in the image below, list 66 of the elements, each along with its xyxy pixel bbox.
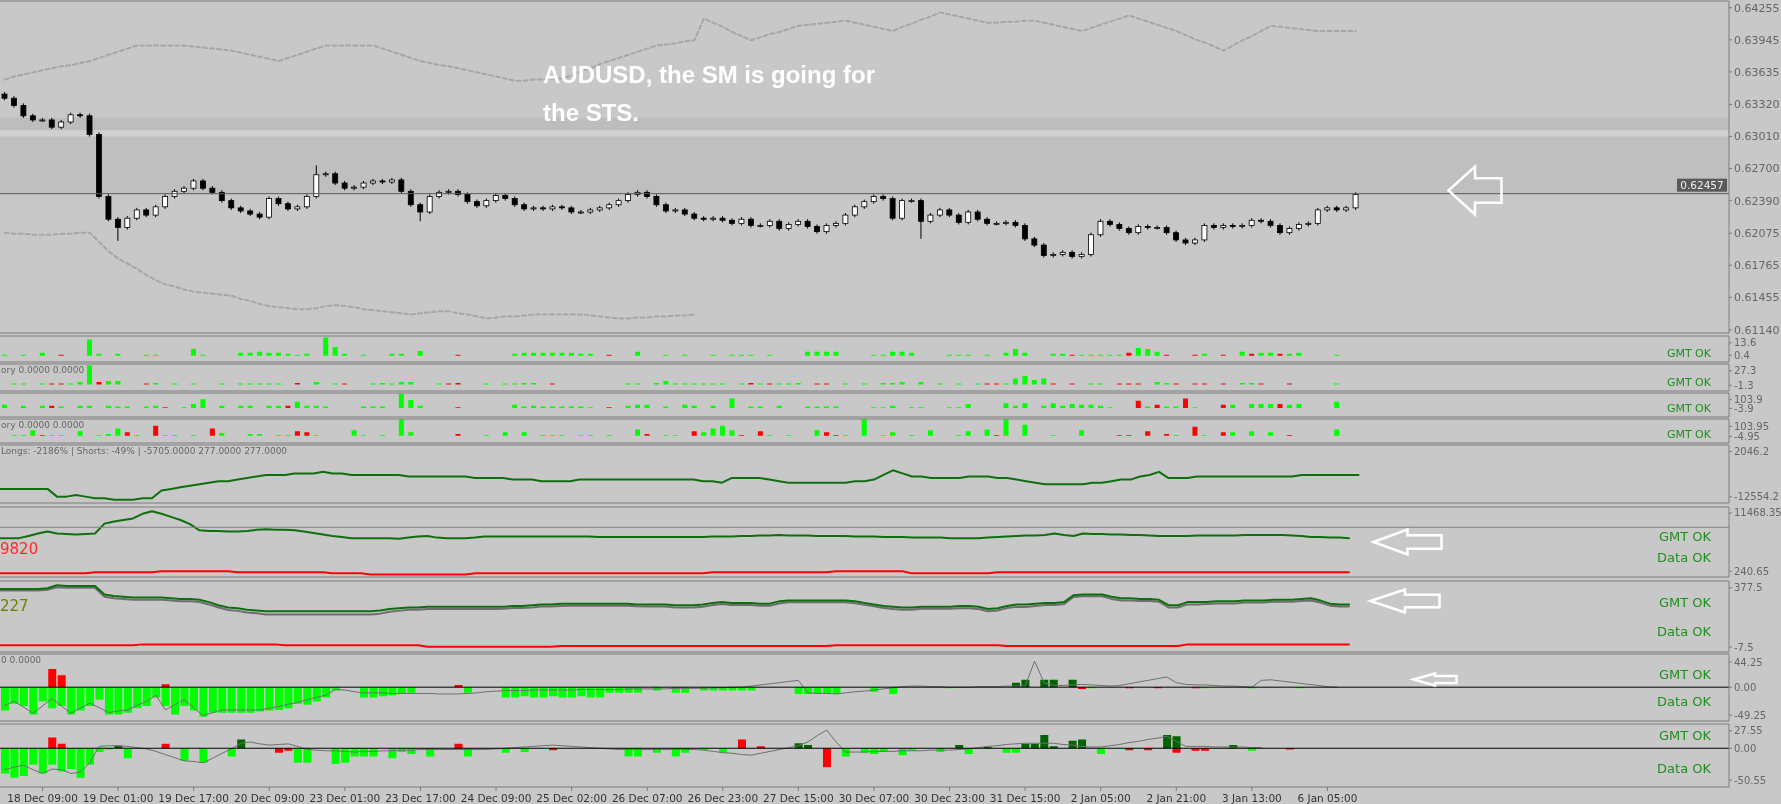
annotation: GMT OK <box>1658 667 1711 683</box>
annotation: GMT OK <box>1666 428 1711 442</box>
x-tick-label: 24 Dec 09:00 <box>460 792 532 804</box>
x-tick-label: 19 Dec 01:00 <box>82 792 154 804</box>
y-tick-label: 0.63635 <box>1734 65 1780 79</box>
x-tick-label: 23 Dec 01:00 <box>309 792 381 804</box>
y-tick-label: 0.4 <box>1734 349 1750 361</box>
y-tick-label: -4.95 <box>1734 430 1760 442</box>
x-tick-label: 27 Dec 15:00 <box>763 792 834 804</box>
annotation: 9820 <box>0 540 39 559</box>
x-tick-label: 3 Jan 13:00 <box>1221 792 1282 804</box>
x-tick-label: 30 Dec 07:00 <box>838 792 910 804</box>
x-tick-label: 2 Jan 05:00 <box>1070 792 1131 804</box>
y-tick-label: 0.63320 <box>1734 98 1780 112</box>
y-tick-label: 0.61455 <box>1734 291 1780 305</box>
x-tick-label: 25 Dec 02:00 <box>536 792 607 804</box>
annotation: GMT OK <box>1658 595 1711 611</box>
y-tick-label: 11468.35 <box>1734 507 1781 519</box>
annotation: ory 0.0000 0.0000 <box>1 420 85 431</box>
y-tick-label: 0.61765 <box>1734 259 1780 273</box>
annotation: Data OK <box>1657 761 1711 777</box>
annotation: GMT OK <box>1658 728 1711 744</box>
annotation: ory 0.0000 0.0000 <box>1 365 85 376</box>
y-tick-label: -7.5 <box>1734 641 1754 653</box>
annotation: Longs: -2186% | Shorts: -49% | -5705.0000 277.0000 277.0000 <box>1 446 288 457</box>
y-tick-label: 2046.2 <box>1734 446 1769 458</box>
y-tick-label: 0.62390 <box>1734 194 1780 208</box>
y-tick-label: 0.00 <box>1734 681 1757 693</box>
x-tick-label: 2 Jan 21:00 <box>1146 792 1207 804</box>
y-tick-label: 0.62075 <box>1734 227 1780 241</box>
y-tick-label: 0.64255 <box>1734 1 1780 15</box>
y-tick-label: 27.3 <box>1734 365 1757 377</box>
ref-line-label: 0.62457 <box>1680 178 1724 191</box>
x-tick-label: 26 Dec 07:00 <box>611 792 683 804</box>
y-tick-label: 27.55 <box>1734 725 1763 737</box>
x-tick-label: 31 Dec 15:00 <box>989 792 1061 804</box>
y-tick-label: 44.25 <box>1734 656 1763 668</box>
x-tick-label: 26 Dec 23:00 <box>687 792 759 804</box>
y-tick-label: 0.63945 <box>1734 33 1780 47</box>
annotation: Data OK <box>1657 550 1711 566</box>
annotation: GMT OK <box>1658 529 1711 545</box>
annotation: 0 0.0000 <box>1 655 42 666</box>
y-tick-label: 0.63010 <box>1734 130 1780 144</box>
annotation: Data OK <box>1657 624 1711 640</box>
y-tick-label: -12554.2 <box>1734 491 1779 503</box>
y-tick-label: -49.25 <box>1734 709 1767 721</box>
x-tick-label: 30 Dec 23:00 <box>914 792 985 804</box>
annotation: GMT OK <box>1666 402 1711 416</box>
annotation: Data OK <box>1657 694 1711 710</box>
x-tick-label: 6 Jan 05:00 <box>1297 792 1358 804</box>
y-tick-label: 0.61140 <box>1734 323 1780 337</box>
x-tick-label: 18 Dec 09:00 <box>7 792 78 804</box>
x-tick-label: 19 Dec 17:00 <box>158 792 229 804</box>
annotation: GMT OK <box>1666 376 1711 390</box>
y-tick-label: 377.5 <box>1734 582 1763 594</box>
y-tick-label: 0.62700 <box>1734 162 1780 176</box>
annotation: 227 <box>0 597 29 616</box>
x-tick-label: 23 Dec 17:00 <box>385 792 456 804</box>
annotation: GMT OK <box>1666 347 1711 361</box>
y-tick-label: -1.3 <box>1734 379 1754 391</box>
x-tick-label: 20 Dec 09:00 <box>233 792 305 804</box>
y-tick-label: -50.55 <box>1734 774 1767 786</box>
y-tick-label: 240.65 <box>1734 565 1769 577</box>
y-tick-label: 0.00 <box>1734 742 1757 754</box>
y-tick-label: 13.6 <box>1734 337 1757 349</box>
y-tick-label: 103.95 <box>1734 420 1769 432</box>
